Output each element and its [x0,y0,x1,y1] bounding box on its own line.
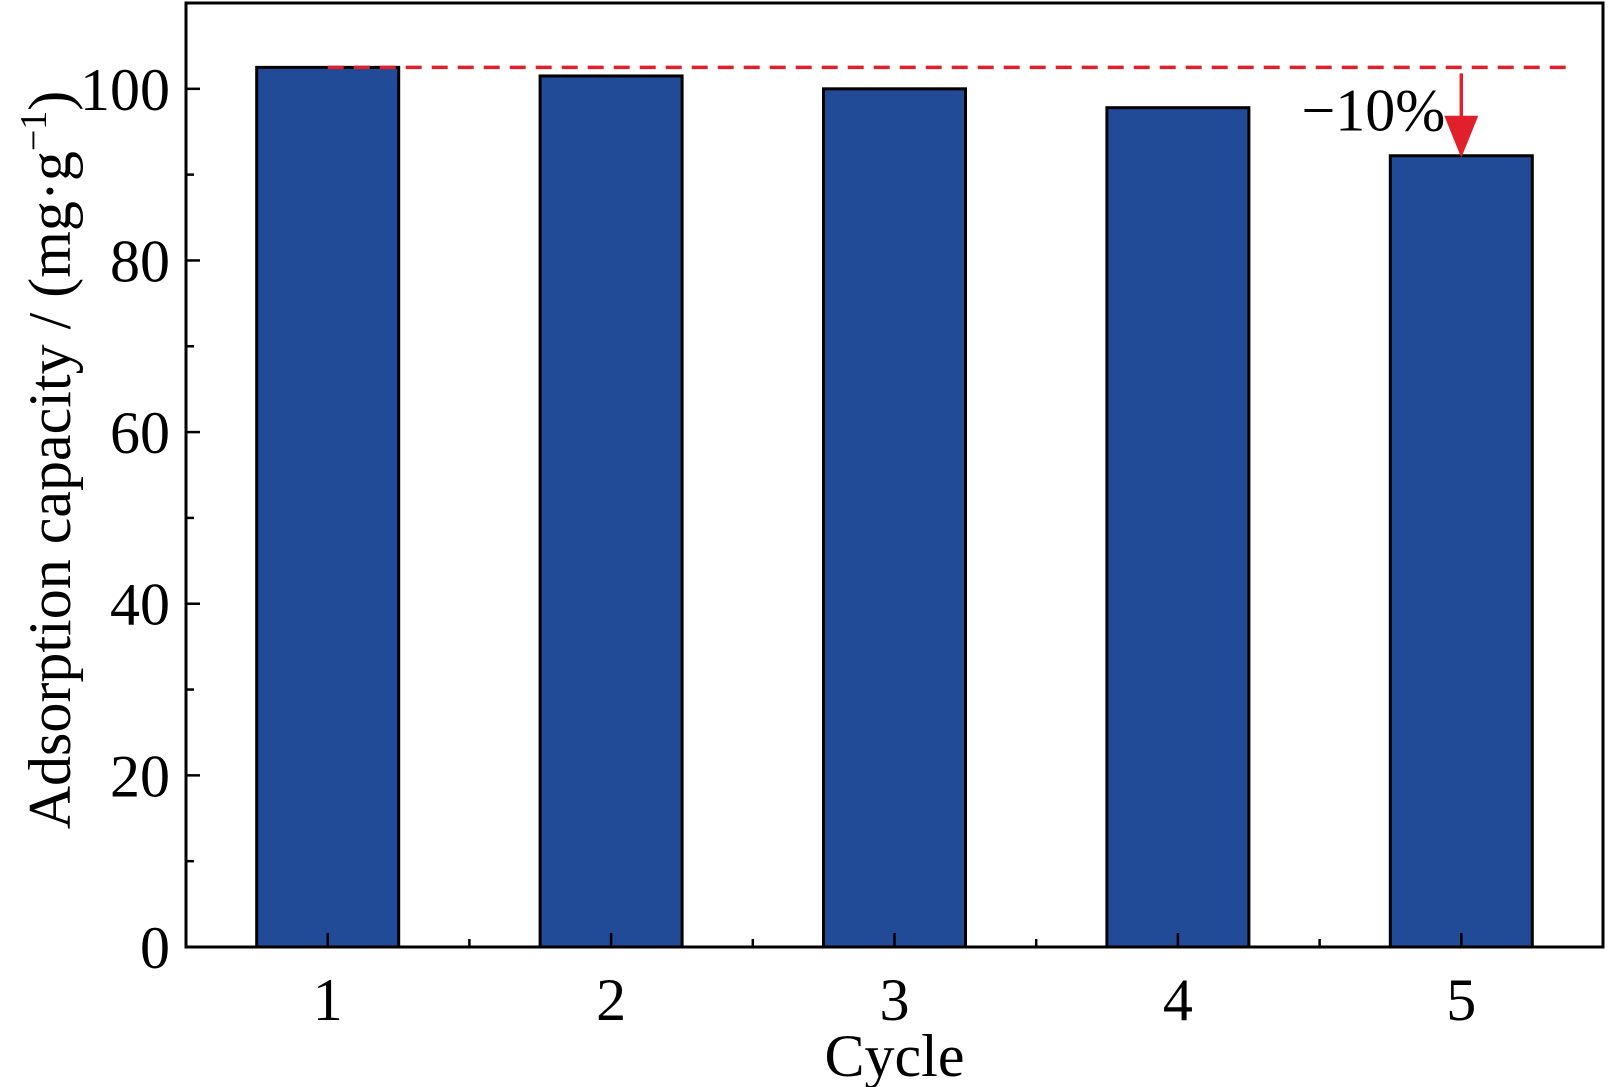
x-tick-label: 3 [880,967,910,1033]
y-tick-label: 20 [110,743,170,809]
y-tick-label: 60 [110,400,170,466]
x-tick-label: 2 [596,967,626,1033]
tick-labels-layer: 0 20 40 60 80 100 1 2 3 4 5 [80,57,1476,1033]
x-tick-label: 4 [1163,967,1193,1033]
y-tick-label: 0 [140,915,170,981]
x-axis-title: Cycle [825,1023,965,1087]
bar-cycle-4 [1105,106,1251,949]
plot-frame [184,1,1605,949]
x-tick-label: 1 [313,967,343,1033]
y-axis-title-close: ) [17,91,83,111]
y-axis-title-superscript: −1 [13,111,55,151]
drop-percentage-label: −10% [1301,77,1445,143]
drop-arrow-head [1444,115,1479,158]
y-tick-label: 100 [80,57,170,123]
bar-cycle-5 [1388,154,1534,949]
y-axis-title: Adsorption capacity / (mg·g−1) [13,91,83,830]
bar-cycle-2 [538,74,684,949]
y-axis-title-main: Adsorption capacity / (mg·g [17,151,83,829]
y-tick-label: 40 [110,572,170,638]
drop-arrow [1444,73,1479,158]
bar-cycle-3 [822,87,967,949]
bars-layer [255,65,1534,949]
bar-cycle-1 [255,65,401,949]
y-tick-label: 80 [110,228,170,294]
x-tick-label: 5 [1446,967,1476,1033]
